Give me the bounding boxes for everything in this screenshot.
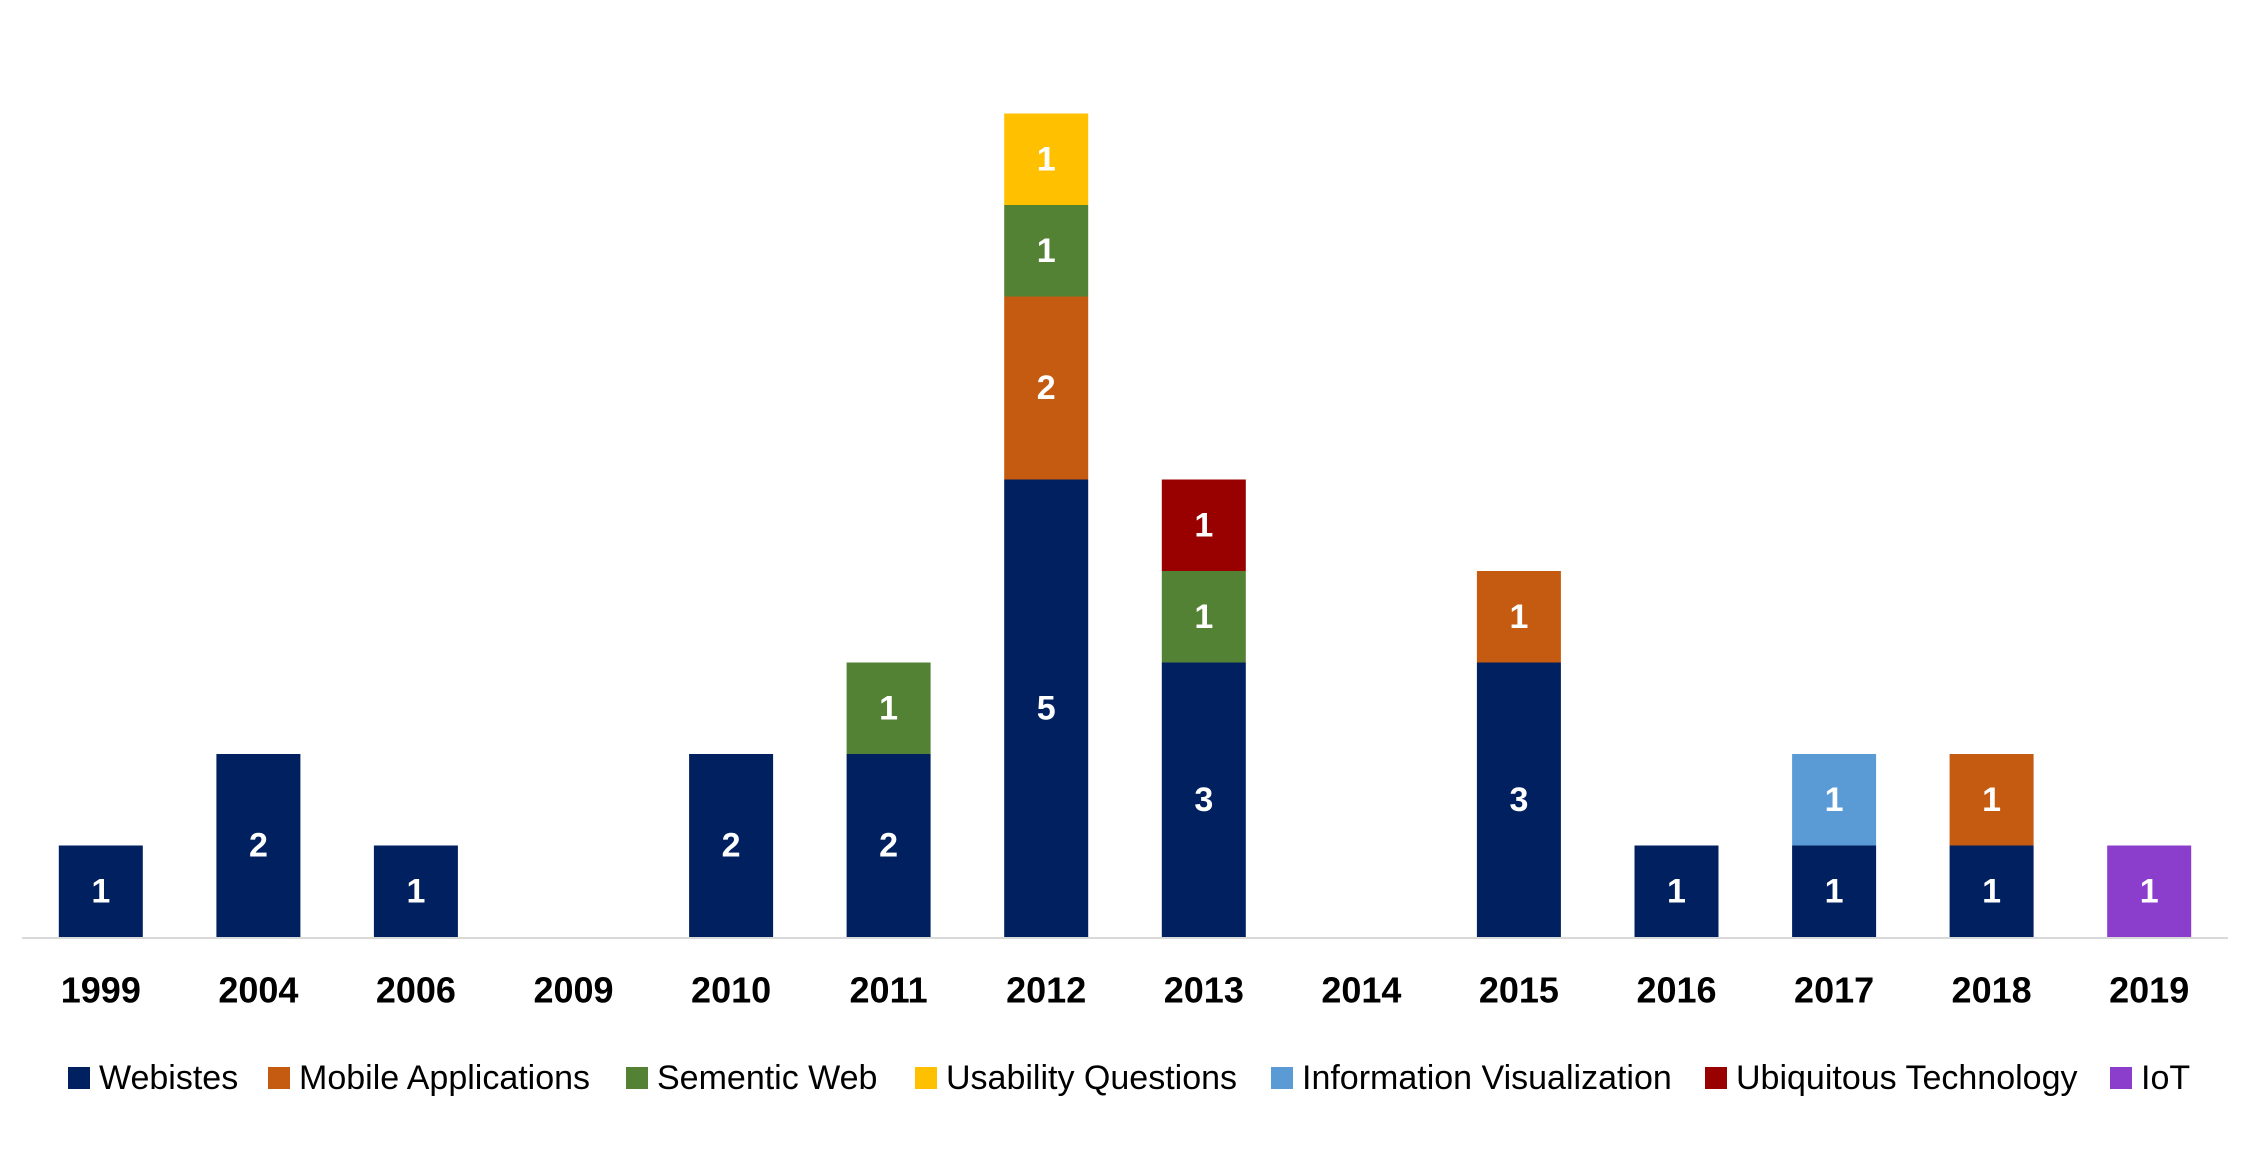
legend-label: Information Visualization — [1302, 1059, 1672, 1097]
bar-segment-2019-iot — [2107, 845, 2192, 937]
legend-swatch — [68, 1067, 90, 1089]
legend-label: Mobile Applications — [299, 1059, 590, 1097]
data-label: 1 — [1667, 872, 1686, 910]
bar-segment-2013-sementic-web — [1161, 571, 1246, 663]
bar-segment-2006-webistes — [373, 845, 458, 937]
data-label: 1 — [406, 872, 425, 910]
legend-swatch — [2110, 1067, 2132, 1089]
data-label: 1 — [1982, 781, 2001, 819]
bar-segment-2016-webistes — [1634, 845, 1719, 937]
legend-label: IoT — [2141, 1059, 2190, 1097]
data-label: 1 — [1037, 140, 1056, 178]
x-tick-label: 2004 — [218, 970, 298, 1011]
x-tick-label: 2009 — [533, 970, 613, 1011]
data-label: 1 — [1037, 232, 1056, 270]
bar-segment-2012-mobile-applications — [1004, 296, 1089, 480]
x-tick-label: 2019 — [2109, 970, 2189, 1011]
x-tick-label: 1999 — [61, 970, 141, 1011]
data-labels-layer: 1 2 1 2 2 1 5 2 1 1 3 1 1 3 1 1 1 1 1 1 1 — [91, 140, 2158, 910]
data-label: 1 — [879, 689, 898, 727]
legend-label: Ubiquitous Technology — [1736, 1059, 2078, 1097]
bar-segment-2012-webistes — [1004, 479, 1089, 937]
data-label: 1 — [1509, 598, 1528, 636]
bar-segment-2015-mobile-applications — [1476, 571, 1561, 663]
bar-segment-2012-usability-questions — [1004, 113, 1089, 205]
legend-label: Usability Questions — [946, 1059, 1237, 1097]
legend-swatch — [1705, 1067, 1727, 1089]
x-tick-label: 2010 — [691, 970, 771, 1011]
bars-layer — [58, 113, 2192, 937]
bar-segment-2017-information-visualization — [1792, 754, 1877, 846]
x-tick-label: 2016 — [1636, 970, 1716, 1011]
x-tick-label: 2017 — [1794, 970, 1874, 1011]
legend-swatch — [915, 1067, 937, 1089]
legend: Webistes Mobile Applications Sementic Web U… — [68, 1059, 2190, 1097]
data-label: 2 — [249, 827, 268, 865]
bar-segment-2011-webistes — [846, 754, 931, 937]
x-tick-label: 2012 — [1006, 970, 1086, 1011]
data-label: 3 — [1509, 781, 1528, 819]
legend-label: Webistes — [99, 1059, 238, 1097]
data-label: 1 — [1194, 506, 1213, 544]
x-tick-label: 2014 — [1321, 970, 1401, 1011]
data-label: 3 — [1194, 781, 1213, 819]
legend-swatch — [626, 1067, 648, 1089]
data-label: 1 — [91, 872, 110, 910]
data-label: 1 — [1825, 872, 1844, 910]
data-label: 1 — [2140, 872, 2159, 910]
bar-segment-2013-webistes — [1161, 662, 1246, 937]
data-label: 2 — [1037, 369, 1056, 407]
bar-segment-2013-ubiquitous-technology — [1161, 479, 1246, 571]
legend-swatch — [1271, 1067, 1293, 1089]
x-tick-label: 2006 — [376, 970, 456, 1011]
x-tick-label: 2011 — [850, 970, 928, 1011]
legend-swatch — [268, 1067, 290, 1089]
data-label: 2 — [879, 827, 898, 865]
x-tick-label: 2013 — [1164, 970, 1244, 1011]
bar-segment-2018-mobile-applications — [1949, 754, 2034, 846]
x-tick-labels: 1999 2004 2006 2009 2010 2011 2012 2013 2014 2015… — [61, 970, 2189, 1011]
data-label: 1 — [1982, 872, 2001, 910]
legend-label: Sementic Web — [657, 1059, 877, 1097]
bar-segment-2017-webistes — [1792, 845, 1877, 937]
bar-segment-2010-webistes — [689, 754, 774, 937]
data-label: 1 — [1194, 598, 1213, 636]
x-tick-label: 2018 — [1952, 970, 2032, 1011]
bar-segment-2011-sementic-web — [846, 662, 931, 754]
data-label: 5 — [1037, 689, 1056, 727]
x-tick-label: 2015 — [1479, 970, 1559, 1011]
bar-segment-2012-sementic-web — [1004, 205, 1089, 297]
bar-segment-2004-webistes — [216, 754, 301, 937]
bar-segment-2015-webistes — [1476, 662, 1561, 937]
bar-segment-1999-webistes — [58, 845, 143, 937]
bar-segment-2018-webistes — [1949, 845, 2034, 937]
data-label: 2 — [722, 827, 741, 865]
data-label: 1 — [1825, 781, 1844, 819]
